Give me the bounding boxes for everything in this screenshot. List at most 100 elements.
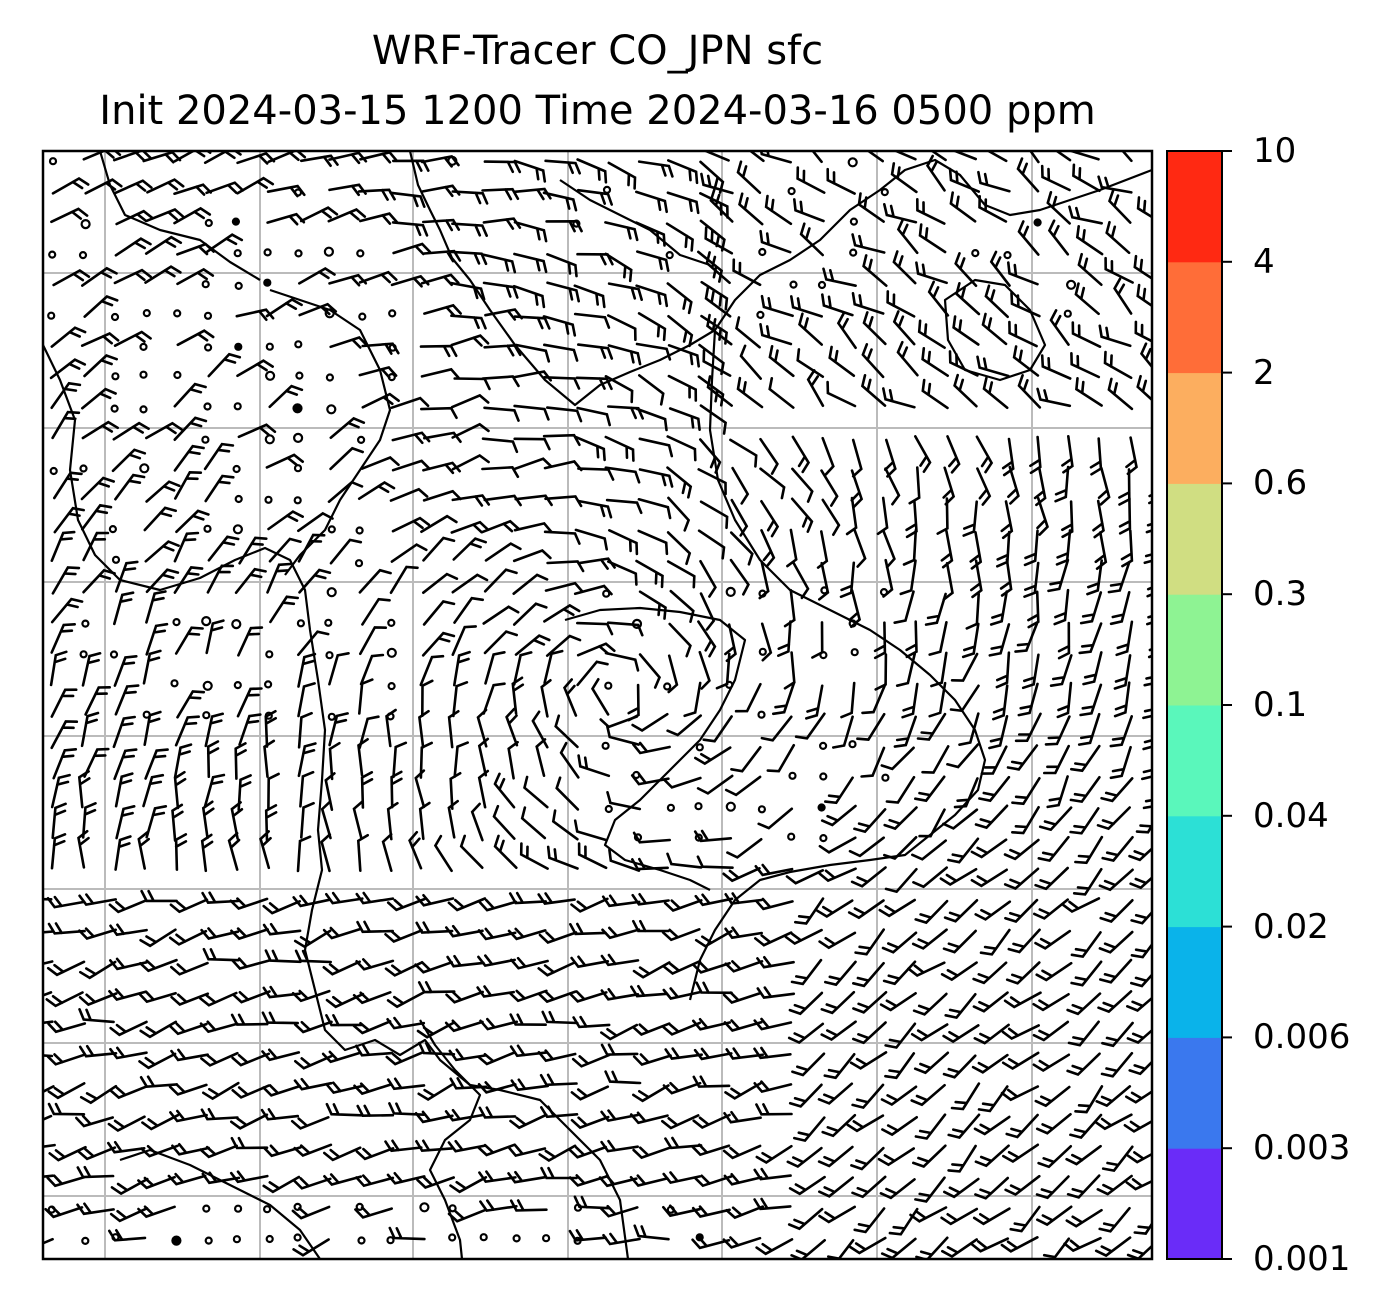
calm-wind-marker [111,372,120,381]
wind-barb [975,435,994,474]
wind-barb [81,802,97,839]
wind-barb [450,314,487,330]
wind-barb [1061,435,1074,474]
wind-barb [514,494,553,507]
wind-barb [759,323,793,346]
wind-barb [1049,654,1073,687]
wind-barb [419,344,458,358]
wind-barb [390,396,430,409]
wind-barb [1134,320,1152,343]
wind-barb [1036,387,1072,408]
wind-barb [599,1204,639,1218]
calm-wind-marker [388,343,397,352]
wind-barb [909,1206,948,1223]
wind-barb [760,294,794,318]
wind-barb [576,406,611,427]
calm-wind-marker [292,403,303,414]
wind-barb [598,1174,638,1188]
wind-barb [81,266,118,287]
wind-barb [477,769,490,809]
wind-barb [820,804,857,827]
wind-barb [263,739,276,778]
wind-barb [947,837,980,864]
wind-barb [481,187,520,201]
wind-barb [725,1047,764,1060]
wind-barb [414,769,426,809]
calm-wind-marker [1003,251,1012,260]
calm-wind-marker [49,466,58,476]
wind-barb [483,406,520,422]
wind-barb [389,191,426,208]
wind-barb [768,345,795,378]
wind-barb [943,1177,980,1199]
wind-barb [169,1109,208,1123]
wind-barb [604,651,640,672]
wind-barb [512,284,546,309]
wind-barb [1070,352,1101,379]
wind-barb [970,868,1008,888]
wind-barb [1115,620,1134,657]
wind-barb [1113,277,1133,315]
wind-barb [1069,807,1100,835]
wind-barb [386,1172,426,1185]
wind-barb [850,1146,885,1171]
wind-barb [545,634,582,657]
wind-barb [388,1102,426,1116]
wind-barb [297,711,313,749]
wind-barb [662,1171,702,1185]
colorbar-band [1167,1148,1222,1260]
wind-barb [736,376,764,409]
wind-barb [662,1081,702,1095]
wind-barb [483,630,518,655]
wind-barb [234,567,267,594]
wind-barb [43,1085,55,1094]
wind-barb [911,839,947,861]
wind-barb [754,897,794,911]
wind-barb [667,654,679,694]
wind-barb [666,435,697,462]
wind-barb [450,334,490,347]
wind-barb [414,961,453,974]
wind-barb [910,1023,949,1042]
wind-barb [600,1043,639,1056]
wind-barb [444,1019,484,1033]
wind-barb [892,250,917,285]
wind-barb [892,151,917,161]
wind-barb [168,1022,208,1036]
wind-barb [635,284,669,308]
wind-barb [114,473,146,501]
wind-barb [203,773,226,808]
wind-barb [50,530,76,562]
wind-barb [509,1013,547,1026]
wind-barb [1069,1113,1103,1139]
wind-barb [50,326,87,348]
wind-barb [942,1054,977,1079]
calm-wind-marker [263,248,272,257]
wind-barb [423,303,462,317]
wind-barb [876,496,889,536]
wind-barb [702,715,733,743]
wind-barb [297,630,330,657]
wind-barb [229,1170,269,1184]
wind-barb [608,848,641,872]
wind-barb [942,1024,980,1044]
wind-barb [354,1206,393,1219]
wind-barb [109,1020,148,1037]
wind-barb [386,897,426,912]
wind-barb [570,897,609,913]
wind-barb [145,207,185,222]
wind-barb [359,626,388,656]
wind-barb [1082,651,1103,686]
wind-barb [450,281,486,301]
wind-barb [896,218,919,255]
wind-barb [450,393,490,409]
wind-barb [974,804,1009,830]
wind-barb [385,1051,425,1066]
wind-barb [730,498,749,537]
wind-barb [760,622,773,662]
wind-barb [965,592,980,630]
wind-barb [421,631,456,657]
wind-barb [80,711,100,748]
wind-barb [925,154,946,192]
wind-barb [961,622,980,659]
